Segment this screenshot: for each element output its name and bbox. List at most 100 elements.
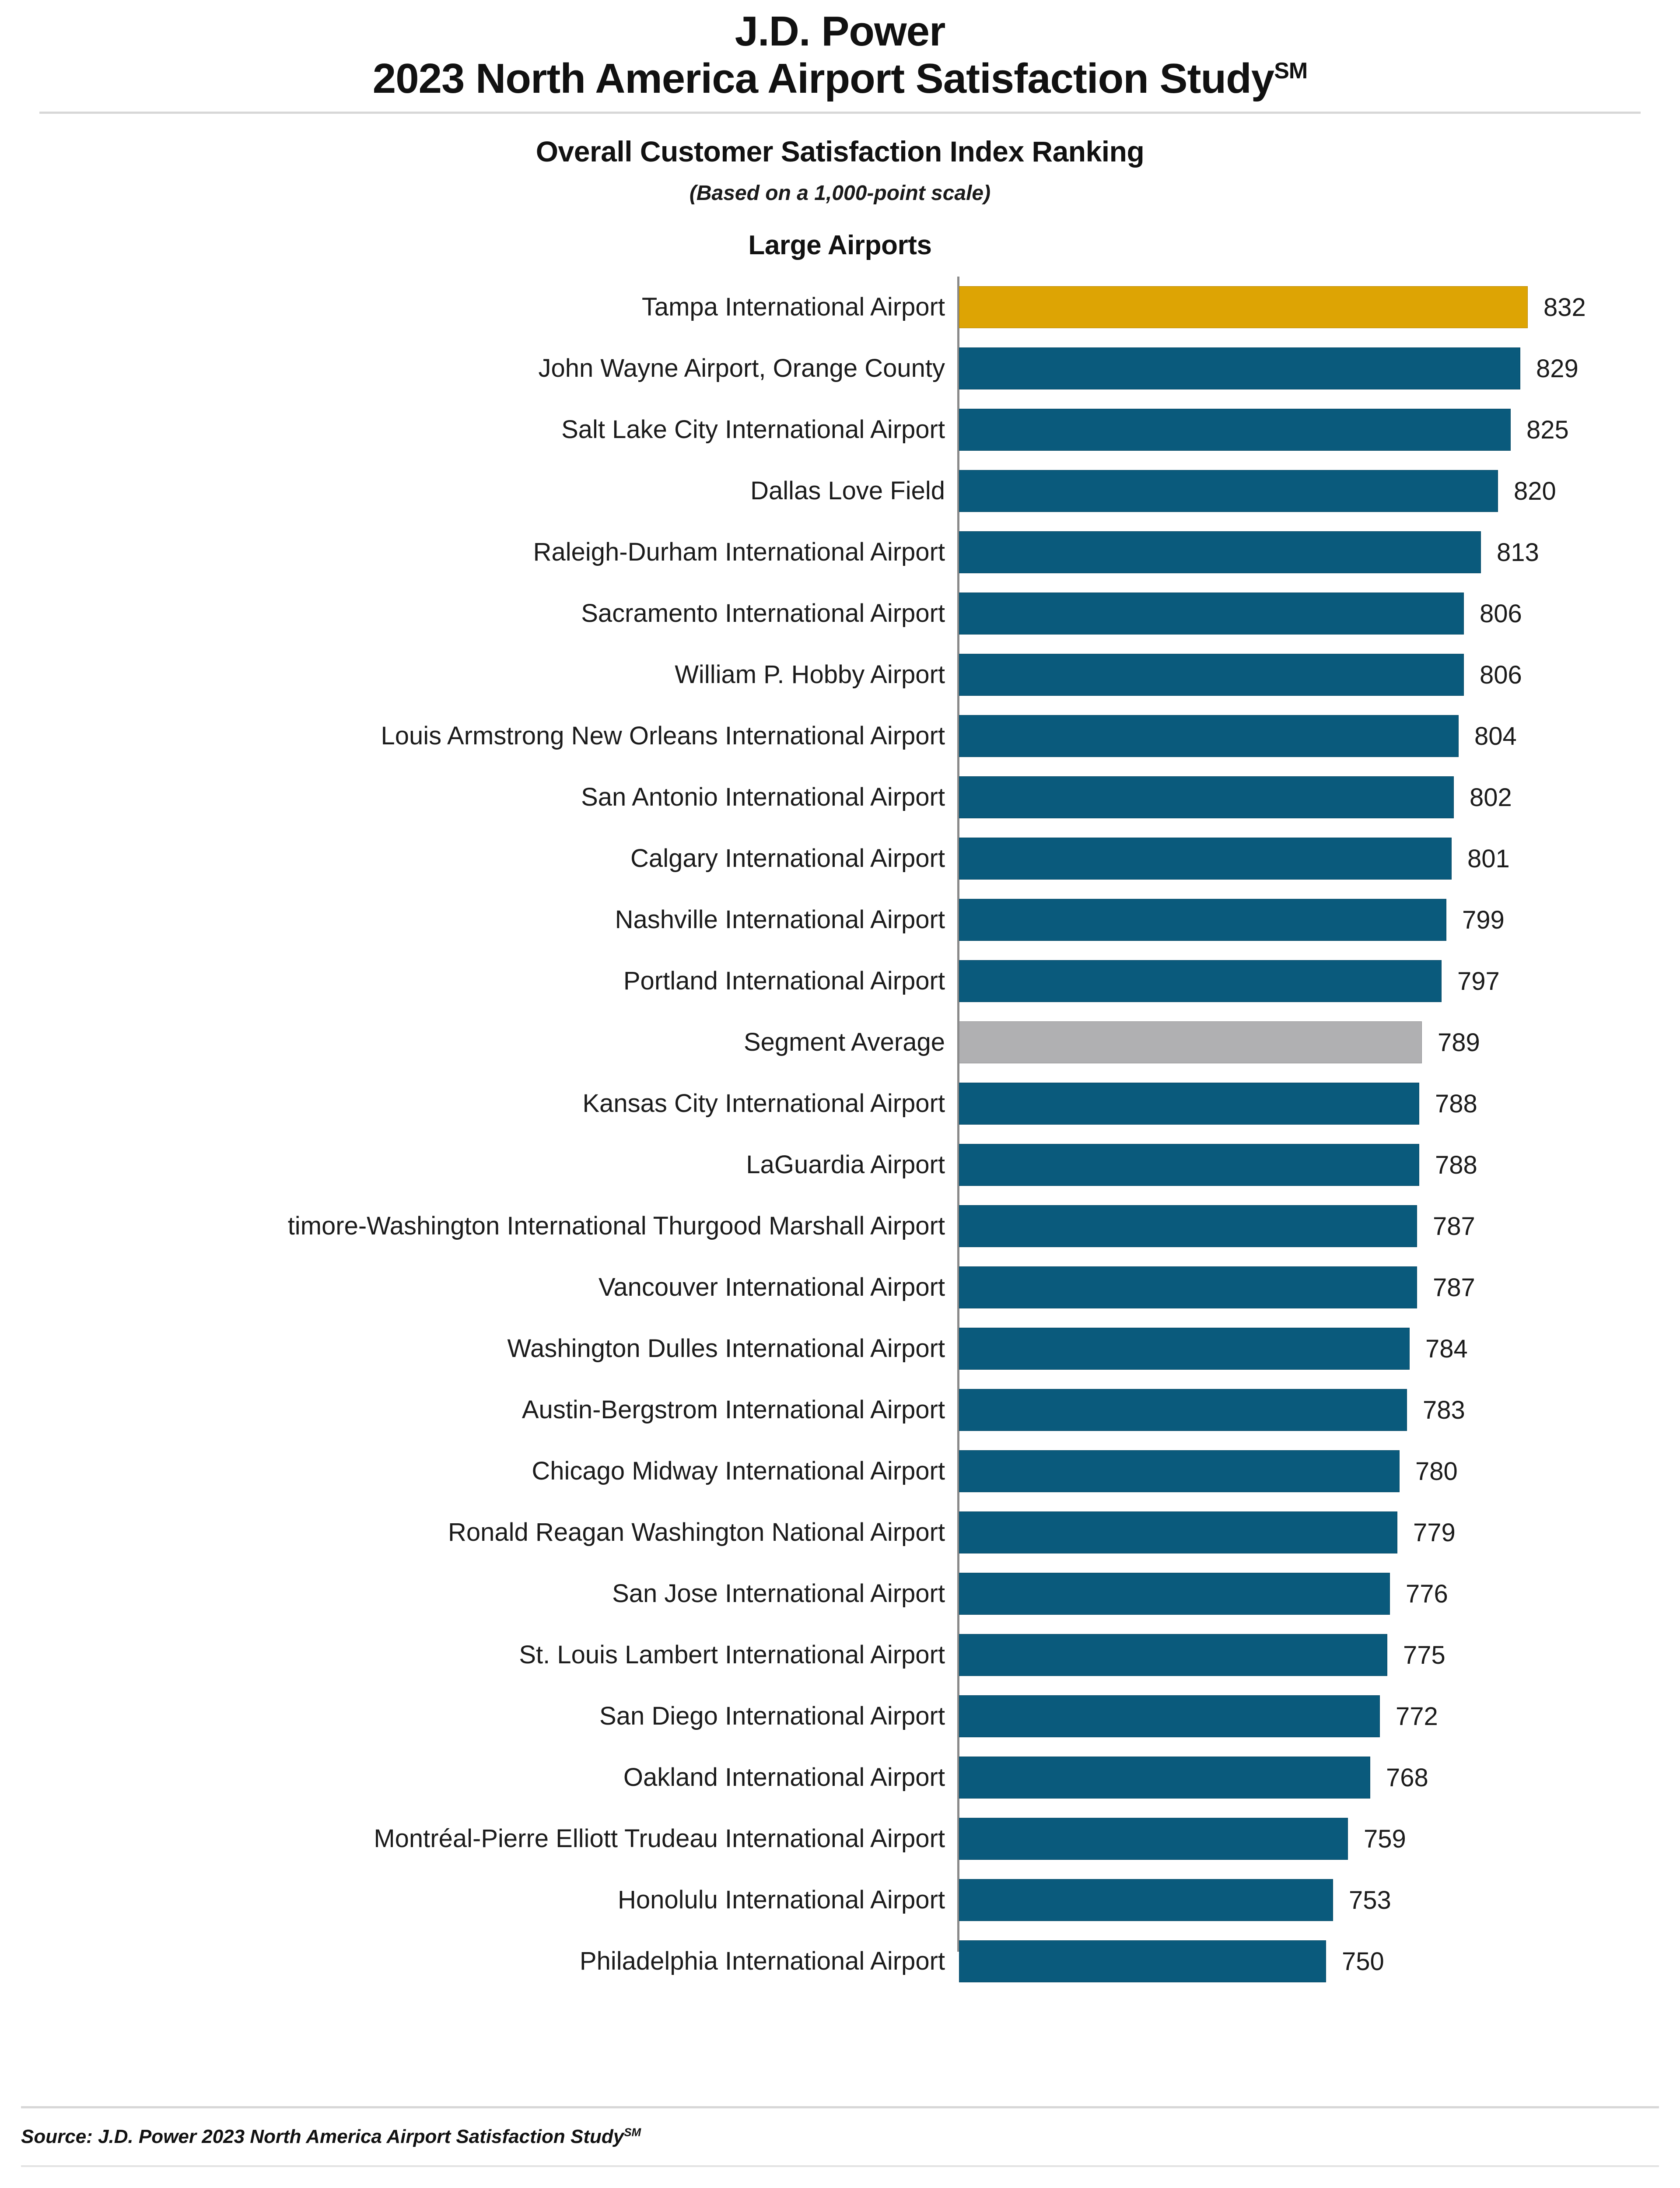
bar-row-label: John Wayne Airport, Orange County [538,354,945,382]
bar-and-value: 784 [959,1328,1468,1370]
bar [959,776,1454,819]
footer-divider-top [21,2106,1659,2108]
bar-row-label: Louis Armstrong New Orleans Internationa… [381,721,945,750]
bar [959,1695,1380,1738]
bar [959,593,1464,635]
bar-row-label: Washington Dulles International Airport [507,1334,945,1363]
bar-row: William P. Hobby Airport 806 [0,644,1680,705]
bar-and-value: 783 [959,1389,1465,1431]
bar [959,1573,1390,1615]
bar-value-label: 825 [1526,415,1569,444]
bar-row: Tampa International Airport 832 [0,277,1680,338]
bar [959,1757,1370,1799]
bar-row: Montréal-Pierre Elliott Trudeau Internat… [0,1808,1680,1869]
bar-and-value: 801 [959,838,1510,880]
bar-row-label: William P. Hobby Airport [675,660,945,689]
bar-and-value: 802 [959,776,1512,819]
bar-value-label: 806 [1480,599,1522,628]
source-note: Source: J.D. Power 2023 North America Ai… [0,2108,1680,2165]
bar-row-label: timore-Washington International Thurgood… [287,1211,945,1240]
bar-and-value: 829 [959,347,1578,390]
bar-row: John Wayne Airport, Orange County 829 [0,338,1680,399]
chart-header: J.D. Power 2023 North America Airport Sa… [0,0,1680,102]
bar-and-value: 806 [959,593,1522,635]
study-brand-title: J.D. Power [735,8,946,55]
service-mark-superscript: SM [1274,58,1308,84]
bar-row: Portland International Airport 797 [0,950,1680,1012]
bar-row: Austin-Bergstrom International Airport 78… [0,1379,1680,1441]
chart-footer: Source: J.D. Power 2023 North America Ai… [0,2106,1680,2188]
bar-row-label: Oakland International Airport [623,1763,945,1792]
bar-row: Ronald Reagan Washington National Airpor… [0,1502,1680,1563]
bar-value-label: 768 [1386,1763,1428,1792]
bar-row: Honolulu International Airport 753 [0,1869,1680,1931]
bar-row-label: Montréal-Pierre Elliott Trudeau Internat… [374,1824,945,1853]
bar [959,1021,1422,1064]
bar [959,1266,1417,1309]
bar-row: Dallas Love Field 820 [0,460,1680,522]
bar-row: San Diego International Airport 772 [0,1686,1680,1747]
bar-value-label: 788 [1435,1089,1477,1118]
bar-row: St. Louis Lambert International Airport 7… [0,1624,1680,1686]
bar-value-label: 801 [1467,844,1510,873]
bar-value-label: 784 [1425,1334,1468,1363]
bar-value-label: 759 [1364,1824,1406,1853]
bar-row: Philadelphia International Airport 750 [0,1931,1680,1992]
bar-row-label: San Jose International Airport [612,1579,945,1608]
bar-rows: Tampa International Airport 832 John Wayne… [0,277,1680,1992]
bar-value-label: 797 [1457,967,1500,996]
bar-and-value: 799 [959,899,1505,941]
bar-row-label: Vancouver International Airport [598,1273,945,1301]
bar-chart: Tampa International Airport 832 John Wayne… [0,277,1680,1983]
bar-value-label: 772 [1396,1702,1438,1731]
bar-row-label: Chicago Midway International Airport [532,1456,945,1485]
bar-value-label: 779 [1413,1518,1456,1547]
bar [959,1940,1326,1983]
bar [959,1818,1348,1860]
bar-value-label: 789 [1438,1028,1480,1057]
value-axis-line [957,277,959,1952]
segment-heading: Large Airports [748,230,932,261]
footer-divider-bottom [21,2165,1659,2167]
bar [959,1450,1400,1493]
bar-value-label: 750 [1342,1947,1384,1976]
bar-and-value: 787 [959,1205,1475,1248]
bar-value-label: 775 [1403,1641,1446,1669]
bar-row-label: Ronald Reagan Washington National Airpor… [448,1518,945,1546]
bar [959,347,1520,390]
bar-and-value: 788 [959,1144,1477,1186]
bar-row-label: Salt Lake City International Airport [561,415,945,444]
bar-and-value: 825 [959,409,1569,451]
bar [959,531,1481,574]
bar [959,899,1446,941]
bar-and-value: 820 [959,470,1556,512]
scale-note: (Based on a 1,000-point scale) [689,182,991,205]
bar-value-label: 829 [1536,354,1578,383]
study-name-title: 2023 North America Airport Satisfaction … [0,55,1680,102]
bar [959,654,1464,696]
bar-row-label: Raleigh-Durham International Airport [533,537,945,566]
bar-value-label: 783 [1423,1396,1465,1424]
bar-and-value: 776 [959,1573,1448,1615]
bar-row: Oakland International Airport 768 [0,1747,1680,1808]
header-divider [39,112,1641,114]
bar-row: San Antonio International Airport 802 [0,767,1680,828]
bar-and-value: 788 [959,1083,1477,1125]
bar-row-label: Nashville International Airport [615,905,945,934]
bar-row-label: LaGuardia Airport [746,1150,945,1179]
chart-subtitle: Overall Customer Satisfaction Index Rank… [536,135,1144,168]
bar-and-value: 759 [959,1818,1406,1860]
bar-row-label: Dallas Love Field [750,476,945,505]
bar [959,409,1511,451]
bar-row: Segment Average 789 [0,1012,1680,1073]
bar-row: Raleigh-Durham International Airport 813 [0,522,1680,583]
bar [959,1389,1407,1431]
bar-row-label: Philadelphia International Airport [579,1946,945,1975]
bar-row-label: Calgary International Airport [630,844,945,873]
source-text: Source: J.D. Power 2023 North America Ai… [21,2126,624,2147]
bar [959,960,1442,1003]
bar-row: timore-Washington International Thurgood… [0,1196,1680,1257]
bar-and-value: 772 [959,1695,1438,1738]
bar-and-value: 753 [959,1879,1391,1922]
bar [959,1879,1333,1922]
